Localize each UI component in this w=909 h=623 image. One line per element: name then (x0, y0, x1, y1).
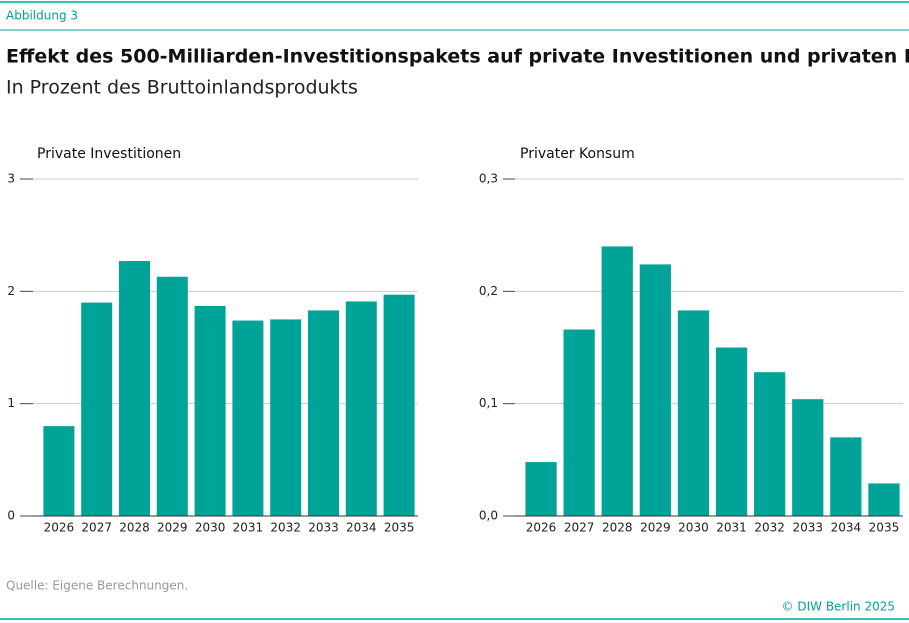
x-tick-label: 2029 (640, 521, 671, 535)
bar (830, 437, 862, 516)
bar (232, 320, 264, 516)
x-tick-label: 2035 (384, 521, 415, 535)
bar (754, 372, 786, 516)
bar (345, 301, 377, 516)
y-tick-label: 0 (7, 509, 15, 523)
x-tick-label: 2033 (792, 521, 823, 535)
bar (156, 276, 188, 516)
x-tick-label: 2034 (831, 521, 862, 535)
bar (601, 246, 633, 516)
source: Quelle: Eigene Berechnungen. (6, 579, 188, 593)
x-tick-label: 2026 (526, 521, 557, 535)
x-tick-label: 2028 (602, 521, 633, 535)
x-tick-label: 2026 (44, 521, 75, 535)
x-tick-label: 2032 (270, 521, 301, 535)
bar (792, 399, 824, 516)
x-tick-label: 2030 (678, 521, 709, 535)
x-tick-label: 2029 (157, 521, 188, 535)
bar (119, 261, 150, 516)
x-tick-label: 2028 (119, 521, 150, 535)
bar (715, 347, 748, 516)
y-tick-label: 0,1 (479, 396, 498, 410)
y-tick-label: 0,0 (479, 509, 498, 523)
y-tick-label: 1 (7, 396, 15, 410)
x-tick-label: 2035 (869, 521, 900, 535)
x-tick-label: 2031 (716, 521, 747, 535)
x-tick-label: 2033 (308, 521, 339, 535)
x-tick-label: 2032 (754, 521, 785, 535)
bar (868, 483, 900, 516)
y-tick-label: 0,2 (479, 284, 498, 298)
bar (43, 426, 75, 516)
bar (677, 310, 710, 516)
y-tick-label: 0,3 (479, 172, 498, 186)
x-tick-label: 2031 (233, 521, 264, 535)
x-tick-label: 2030 (195, 521, 226, 535)
y-tick-label: 2 (7, 284, 15, 298)
bar (270, 319, 302, 516)
y-tick-label: 3 (7, 172, 15, 186)
bar (383, 294, 415, 516)
bar (563, 329, 595, 516)
x-tick-label: 2027 (81, 521, 112, 535)
copyright: © DIW Berlin 2025 (782, 600, 895, 614)
figure-subtitle: In Prozent des Bruttoinlandsprodukts (6, 77, 358, 99)
chart-title: Privater Konsum (520, 146, 635, 162)
chart-title: Private Investitionen (37, 146, 181, 162)
bar (308, 310, 339, 516)
bar (639, 264, 671, 516)
figure-label: Abbildung 3 (6, 9, 78, 23)
x-tick-label: 2034 (346, 521, 377, 535)
figure-title: Effekt des 500-Milliarden-Investitionspa… (6, 46, 909, 68)
bar (525, 462, 557, 516)
bar (194, 305, 226, 516)
x-tick-label: 2027 (564, 521, 595, 535)
bar (81, 302, 113, 516)
